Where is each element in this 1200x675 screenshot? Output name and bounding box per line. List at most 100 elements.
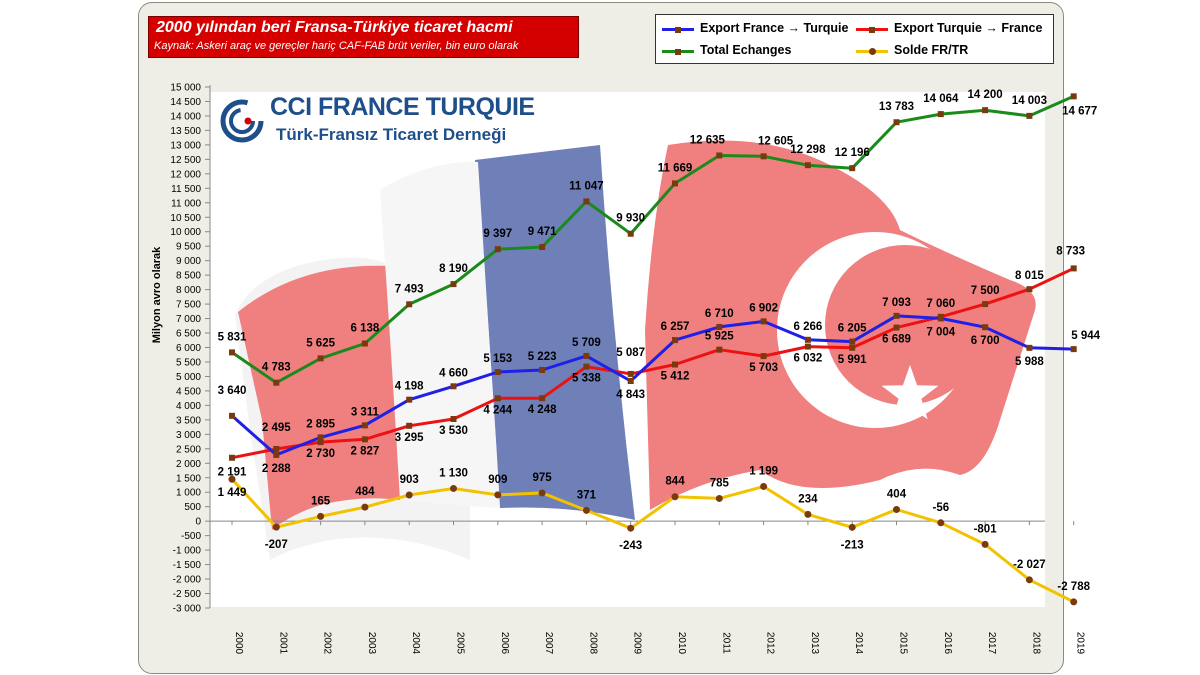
chart-subtitle: Kaynak: Askeri araç ve gereçler hariç CA… bbox=[154, 40, 519, 52]
x-tick-label: 2001 bbox=[277, 632, 288, 655]
legend-label-export-tr: Export Turquie → France bbox=[894, 21, 1043, 35]
y-tick-label: 12 000 bbox=[170, 169, 201, 180]
data-label-export_tr: 2 730 bbox=[306, 448, 335, 460]
logo-name: CCI FRANCE TURQUIE bbox=[270, 93, 535, 121]
y-tick-label: 8 500 bbox=[176, 271, 201, 282]
series-line-solde bbox=[230, 478, 1075, 604]
data-point-export_tr bbox=[406, 422, 413, 429]
y-tick-label: 6 000 bbox=[176, 343, 201, 354]
y-tick-label: 13 500 bbox=[170, 126, 201, 137]
y-tick-label: 13 000 bbox=[170, 140, 201, 151]
data-label-total: 12 605 bbox=[758, 135, 794, 147]
x-tick-label: 2003 bbox=[366, 632, 377, 655]
data-label-export_tr: 2 827 bbox=[351, 445, 380, 457]
data-label-solde: 165 bbox=[311, 495, 331, 507]
y-tick-label: 2 500 bbox=[176, 444, 201, 455]
data-point-total bbox=[760, 153, 767, 160]
data-point-export_tr bbox=[716, 346, 723, 353]
data-label-total: 9 471 bbox=[528, 226, 557, 238]
data-point-solde bbox=[272, 523, 280, 531]
legend-label-solde: Solde FR/TR bbox=[894, 43, 969, 57]
data-label-export_tr: 2 191 bbox=[218, 467, 247, 479]
data-label-solde: -2 788 bbox=[1057, 581, 1090, 593]
data-label-solde: -213 bbox=[841, 539, 864, 551]
legend: Export France → Turquie Export Turquie →… bbox=[655, 14, 1054, 64]
data-label-export_fr: 2 288 bbox=[262, 463, 291, 475]
data-point-export_tr bbox=[450, 415, 457, 422]
data-point-total bbox=[1026, 112, 1033, 119]
data-point-solde bbox=[1025, 576, 1033, 584]
y-tick-label: 2 000 bbox=[176, 459, 201, 470]
data-label-total: 11 669 bbox=[658, 162, 693, 174]
legend-marker-total bbox=[675, 48, 681, 55]
x-tick-label: 2006 bbox=[499, 632, 510, 655]
y-tick-label: 11 500 bbox=[171, 184, 201, 195]
data-label-solde: 234 bbox=[798, 493, 818, 505]
data-point-solde bbox=[317, 512, 325, 520]
data-point-solde bbox=[937, 519, 945, 527]
y-tick-label: 12 500 bbox=[170, 155, 201, 166]
y-tick-label: 10 500 bbox=[170, 213, 201, 224]
x-tick-label: 2014 bbox=[853, 632, 864, 655]
x-tick-label: 2004 bbox=[410, 632, 421, 655]
data-point-export_tr bbox=[893, 324, 900, 331]
data-point-export_tr bbox=[583, 363, 590, 370]
y-tick-label: 6 500 bbox=[176, 329, 201, 340]
data-label-export_fr: 3 311 bbox=[351, 406, 380, 418]
data-label-solde: -56 bbox=[932, 502, 949, 514]
data-label-export_fr: 6 710 bbox=[705, 308, 734, 320]
y-tick-label: 7 000 bbox=[176, 314, 201, 325]
data-point-export_tr bbox=[229, 454, 235, 461]
legend-marker-export-tr bbox=[869, 26, 875, 33]
flag-white-band bbox=[380, 161, 500, 508]
data-label-export_fr: 7 004 bbox=[926, 326, 955, 338]
series-line-export_fr bbox=[231, 314, 1074, 457]
data-point-export_tr bbox=[1026, 286, 1033, 293]
data-point-total bbox=[273, 379, 280, 386]
legend-marker-solde bbox=[868, 48, 876, 55]
data-point-solde bbox=[361, 503, 369, 511]
data-point-export_fr bbox=[450, 383, 457, 390]
data-label-total: 5 625 bbox=[306, 337, 335, 349]
data-label-export_fr: 5 709 bbox=[572, 337, 601, 349]
y-tick-label: -1 000 bbox=[173, 546, 202, 557]
data-label-total: 13 783 bbox=[879, 101, 914, 113]
data-label-export_fr: 6 902 bbox=[749, 302, 778, 314]
data-label-total: 5 831 bbox=[218, 331, 247, 343]
data-point-export_fr bbox=[672, 337, 678, 344]
data-point-total bbox=[539, 244, 546, 251]
data-labels: 5 831 4 783 5 625 6 138 7 493 8 190 9 397 9 471… bbox=[218, 89, 1101, 593]
data-label-solde: 909 bbox=[488, 474, 507, 486]
data-point-export_fr bbox=[539, 366, 546, 373]
x-tick-label: 2000 bbox=[233, 632, 244, 655]
data-point-export_fr bbox=[1026, 344, 1033, 351]
y-tick-label: 9 500 bbox=[176, 242, 201, 253]
data-point-total bbox=[450, 281, 457, 288]
x-tick-label: 2017 bbox=[986, 632, 997, 655]
data-point-solde bbox=[893, 505, 900, 513]
data-label-export_fr: 6 266 bbox=[794, 321, 823, 333]
y-tick-label: 5 000 bbox=[176, 372, 201, 383]
data-point-total bbox=[716, 152, 723, 159]
data-label-total: 11 047 bbox=[569, 180, 604, 192]
data-point-solde bbox=[671, 493, 679, 501]
data-label-total: 8 190 bbox=[439, 263, 468, 275]
y-tick-label: -2 000 bbox=[173, 575, 202, 586]
data-point-total bbox=[317, 355, 324, 362]
data-point-total bbox=[1070, 93, 1077, 100]
data-label-solde: 785 bbox=[710, 477, 730, 489]
x-tick-label: 2005 bbox=[455, 632, 466, 655]
data-point-export_fr bbox=[406, 396, 413, 403]
data-label-solde: 1 199 bbox=[749, 465, 778, 477]
legend-label-export-fr: Export France → Turquie bbox=[700, 21, 849, 35]
data-point-total bbox=[583, 198, 590, 205]
data-point-export_fr bbox=[893, 312, 900, 319]
x-tick-label: 2018 bbox=[1030, 632, 1041, 655]
data-label-total: 14 003 bbox=[1012, 95, 1047, 107]
data-label-solde: 404 bbox=[887, 488, 907, 500]
x-tick-label: 2007 bbox=[543, 632, 554, 655]
data-point-export_tr bbox=[317, 439, 324, 446]
y-tick-label: 1 000 bbox=[176, 488, 201, 499]
data-label-solde: -243 bbox=[619, 540, 642, 552]
data-label-export_tr: 3 295 bbox=[395, 432, 424, 444]
